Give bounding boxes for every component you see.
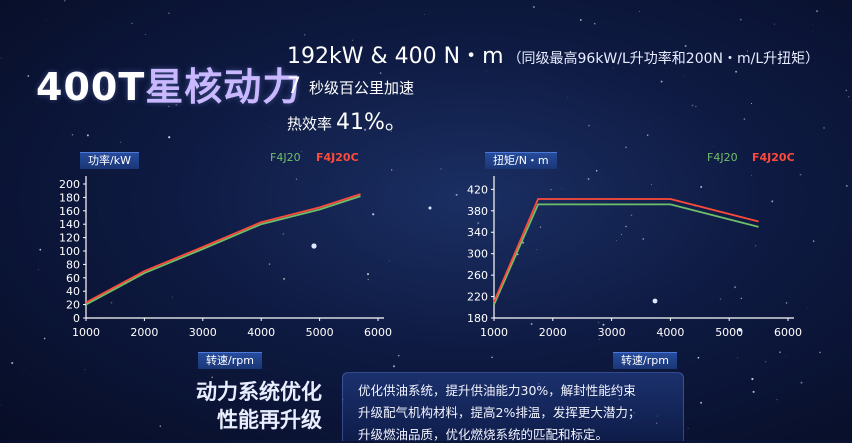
info-line-3: 升级燃油品质，优化燃烧系统的匹配和标定。 — [358, 424, 608, 443]
torque-y-tick-label: 380 — [467, 205, 488, 218]
info-line-1: 优化供油系统，提升供油能力30%，解封性能约束 — [358, 380, 636, 399]
torque-y-tick-label: 300 — [467, 248, 488, 261]
torque-y-tick-label: 340 — [467, 226, 488, 239]
torque-x-tick-label: 2000 — [539, 326, 567, 339]
torque-y-tick-label: 220 — [467, 291, 488, 304]
torque-x-tick-label: 1000 — [480, 326, 508, 339]
torque-series-f4j20-line — [494, 204, 759, 304]
torque-y-tick-label: 260 — [467, 269, 488, 282]
torque-y-tick-label: 180 — [467, 312, 488, 325]
footer-subtitle-2: 性能再升级 — [170, 404, 322, 434]
info-line-2: 升级配气机构材料，提高2%排温，发挥更大潜力； — [358, 402, 640, 421]
torque-y-tick-label: 420 — [467, 183, 488, 196]
torque-x-tick-label: 4000 — [656, 326, 684, 339]
torque-x-tick-label: 5000 — [715, 326, 743, 339]
footer-subtitle-1: 动力系统优化 — [170, 376, 322, 406]
torque-x-tick-label: 6000 — [774, 326, 802, 339]
torque-x-tick-label: 3000 — [598, 326, 626, 339]
